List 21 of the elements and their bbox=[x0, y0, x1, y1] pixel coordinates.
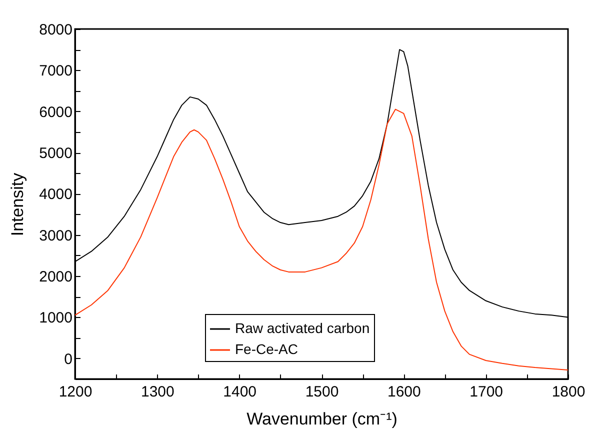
line-series bbox=[74, 108, 568, 370]
x-tick-label: 1700 bbox=[470, 384, 504, 400]
y-tick-label: 1000 bbox=[39, 310, 72, 327]
y-tick-label: 4000 bbox=[39, 186, 72, 204]
x-tick-label: 1500 bbox=[305, 384, 339, 400]
y-tick-label: 2000 bbox=[39, 268, 72, 286]
legend-label: Fe-Ce-AC bbox=[235, 341, 298, 357]
y-axis-title: Intensity bbox=[8, 172, 28, 236]
legend-label: Raw activated carbon bbox=[235, 320, 370, 336]
y-tick-label: 0 bbox=[64, 350, 72, 368]
y-tick-label: 8000 bbox=[39, 22, 72, 38]
x-tick-label: 1400 bbox=[223, 384, 257, 400]
x-axis-title: Wavenumber (cm⁻¹) bbox=[246, 410, 398, 428]
y-tick-label: 3000 bbox=[39, 227, 72, 244]
y-tick-label: 5000 bbox=[39, 145, 72, 162]
x-tick-label: 1200 bbox=[58, 384, 92, 400]
x-tick-label: 1300 bbox=[140, 384, 174, 400]
y-tick-label: 6000 bbox=[39, 104, 72, 121]
y-tick-label: 7000 bbox=[39, 62, 72, 80]
x-tick-label: 1600 bbox=[387, 384, 421, 400]
x-tick-label: 1800 bbox=[552, 384, 586, 400]
